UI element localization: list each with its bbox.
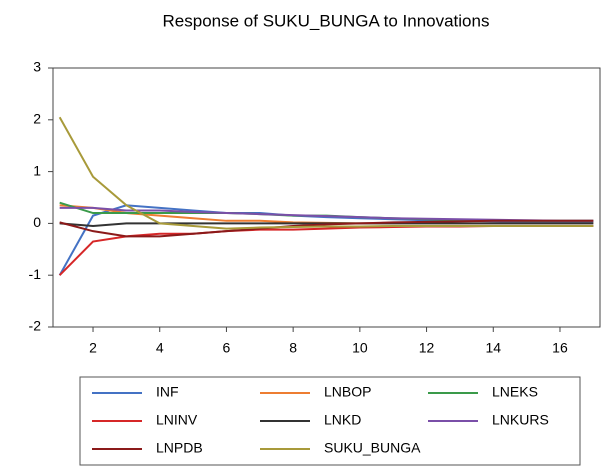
series-line [59,219,594,238]
legend-label: LNKURS [492,412,549,428]
chart-title: Response of SUKU_BUNGA to Innovations [163,11,490,30]
y-tick-label: -1 [29,266,42,282]
x-tick-label: 12 [419,340,435,356]
series-line [59,222,594,227]
x-tick-label: 6 [223,340,231,356]
legend-label: LNKD [324,412,361,428]
legend-label: LNPDB [156,440,203,456]
y-tick-label: -2 [29,318,42,334]
legend-label: LNBOP [324,384,371,400]
y-tick-label: 2 [33,111,41,127]
x-tick-label: 8 [289,340,297,356]
y-tick-label: 3 [33,59,41,75]
x-tick-label: 14 [485,340,501,356]
legend-label: SUKU_BUNGA [324,440,421,456]
plot-frame [52,67,601,328]
x-tick-label: 2 [89,340,97,356]
legend-box [79,376,581,466]
legend-label: INF [156,384,179,400]
y-tick-label: 0 [33,214,41,230]
x-tick-label: 4 [156,340,164,356]
x-tick-label: 16 [552,340,568,356]
legend-label: LNINV [156,412,198,428]
series-line [58,224,594,276]
y-tick-label: 1 [33,162,41,178]
series-line [58,116,594,230]
legend-label: LNEKS [492,384,538,400]
x-tick-label: 10 [352,340,368,356]
